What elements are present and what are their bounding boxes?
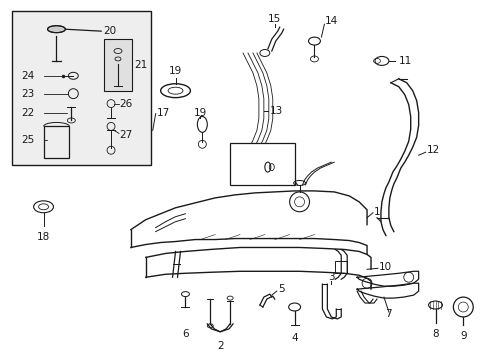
- Text: 24: 24: [21, 71, 35, 81]
- Bar: [43, 126, 69, 158]
- Text: 21: 21: [134, 60, 147, 70]
- Text: 9: 9: [459, 331, 466, 341]
- Text: 2: 2: [217, 341, 223, 351]
- Text: 14: 14: [324, 16, 337, 26]
- Text: 5: 5: [277, 284, 284, 294]
- Text: 26: 26: [119, 99, 132, 109]
- Text: 10: 10: [378, 262, 391, 272]
- Text: 16: 16: [274, 143, 287, 153]
- Text: 13: 13: [269, 105, 283, 116]
- Bar: [104, 39, 132, 91]
- Text: 22: 22: [21, 108, 35, 117]
- Text: 11: 11: [398, 56, 411, 66]
- Bar: [335, 261, 346, 273]
- Text: 4: 4: [291, 333, 297, 343]
- Ellipse shape: [47, 26, 65, 33]
- Text: 23: 23: [21, 89, 35, 99]
- Text: 12: 12: [426, 145, 439, 155]
- Text: 6: 6: [182, 329, 188, 339]
- Bar: [230, 143, 294, 185]
- Text: 3: 3: [327, 272, 334, 282]
- Text: 7: 7: [385, 309, 391, 319]
- Text: 27: 27: [119, 130, 132, 140]
- Text: 18: 18: [37, 231, 50, 242]
- Text: 20: 20: [103, 26, 116, 36]
- Text: 8: 8: [431, 329, 438, 339]
- Text: 19: 19: [193, 108, 206, 117]
- Text: 15: 15: [267, 14, 281, 24]
- Text: 1: 1: [373, 207, 380, 217]
- Text: 19: 19: [168, 66, 182, 76]
- Bar: [12, 11, 150, 165]
- Text: 25: 25: [21, 135, 35, 145]
- Text: 17: 17: [156, 108, 170, 117]
